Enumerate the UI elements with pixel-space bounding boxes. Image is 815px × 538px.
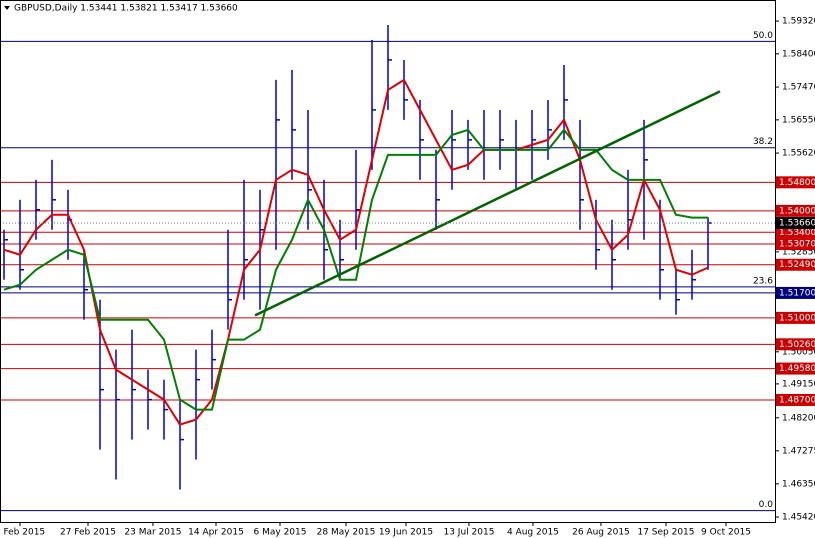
level-label-box — [776, 176, 815, 189]
y-tick-label: 1.50050 — [782, 347, 815, 357]
level-label-box — [776, 238, 815, 251]
x-tick-label: 17 Sep 2015 — [637, 528, 694, 538]
level-label: 1.52490 — [779, 260, 815, 270]
y-tick-label: 1.58400 — [782, 49, 815, 59]
y-tick-label: 1.55620 — [782, 149, 815, 159]
fib-label: 38.2 — [753, 137, 773, 147]
y-tick-label: 1.48200 — [782, 413, 815, 423]
level-label: 1.51700 — [779, 288, 815, 298]
level-label-box — [776, 311, 815, 324]
level-label: 1.53070 — [779, 240, 815, 250]
level-label: 1.51000 — [779, 313, 815, 323]
level-label: 1.48700 — [779, 395, 815, 405]
plot-frame — [0, 0, 776, 523]
y-tick-label: 1.47275 — [782, 446, 815, 456]
level-label: 1.49580 — [779, 364, 815, 374]
title-marker — [4, 6, 10, 10]
indicator-line — [3, 128, 708, 411]
level-label-box — [776, 362, 815, 375]
current-price-label: 1.53660 — [779, 219, 815, 229]
x-tick-label: 14 Apr 2015 — [188, 528, 244, 538]
level-label-box — [776, 286, 815, 299]
x-tick-label: 23 Mar 2015 — [124, 528, 181, 538]
level-label-box — [776, 258, 815, 271]
x-tick-label: 27 Feb 2015 — [60, 528, 116, 538]
level-label: 1.54800 — [779, 178, 815, 188]
fib-label: 50.0 — [753, 31, 773, 41]
fib-label: 0.0 — [759, 500, 774, 510]
x-tick-label: 6 May 2015 — [254, 528, 307, 538]
x-tick-label: 5 Feb 2015 — [0, 528, 45, 538]
level-label-box — [776, 226, 815, 239]
x-tick-label: 9 Oct 2015 — [701, 528, 751, 538]
y-tick-label: 1.46350 — [782, 479, 815, 489]
level-label: 1.53400 — [779, 228, 815, 238]
y-tick-label: 1.52850 — [782, 247, 815, 257]
chart-title: GBPUSD,Daily 1.53441 1.53821 1.53417 1.5… — [14, 4, 238, 14]
trendline — [254, 90, 721, 317]
plot — [0, 24, 775, 512]
level-label: 1.54000 — [779, 206, 815, 216]
x-tick-label: 28 May 2015 — [317, 528, 376, 538]
x-tick-label: 13 Jul 2015 — [443, 528, 494, 538]
y-tick-label: 1.45420 — [782, 513, 815, 523]
y-tick-label: 1.57470 — [782, 83, 815, 93]
x-tick-label: 26 Aug 2015 — [572, 528, 630, 538]
indicator-line — [3, 78, 709, 426]
level-label: 1.50260 — [779, 340, 815, 350]
current-price-box — [776, 217, 815, 230]
x-tick-label: 4 Aug 2015 — [507, 528, 559, 538]
level-label-box — [776, 393, 815, 406]
level-label-box — [776, 338, 815, 351]
y-tick-label: 1.49150 — [782, 379, 815, 389]
x-tick-label: 19 Jun 2015 — [379, 528, 433, 538]
y-tick-label: 1.59320 — [782, 17, 815, 27]
y-tick-label: 1.56550 — [782, 115, 815, 125]
fib-label: 23.6 — [753, 276, 773, 286]
level-label-box — [776, 204, 815, 217]
